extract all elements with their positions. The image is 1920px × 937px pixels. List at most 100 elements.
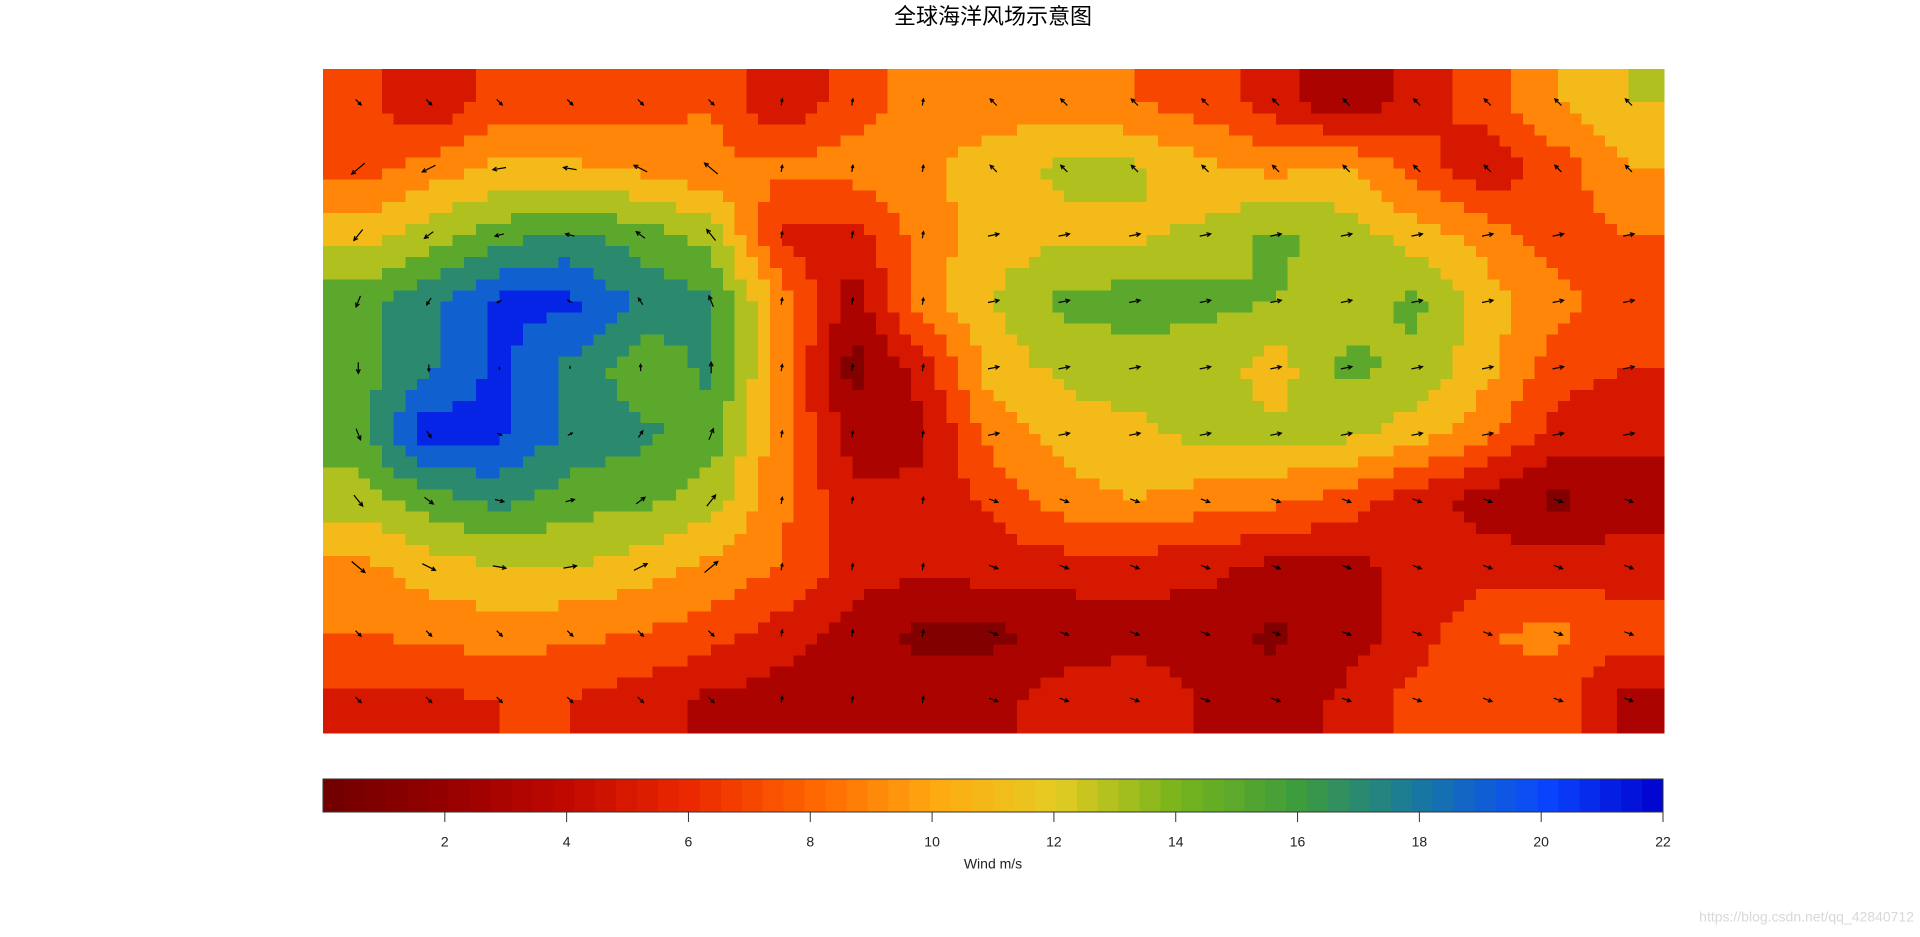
contour-cell bbox=[817, 445, 830, 457]
contour-cell bbox=[934, 489, 948, 502]
contour-cell bbox=[1169, 323, 1183, 336]
contour-cell bbox=[581, 467, 595, 480]
contour-cell bbox=[805, 522, 818, 535]
contour-cell bbox=[393, 80, 406, 92]
contour-cell bbox=[1593, 511, 1606, 524]
contour-cell bbox=[534, 246, 548, 258]
contour-cell bbox=[722, 412, 736, 424]
contour-cell bbox=[1511, 301, 1524, 314]
contour-cell bbox=[758, 467, 771, 480]
contour-cell bbox=[981, 91, 995, 103]
contour-cell bbox=[746, 279, 759, 291]
contour-cell bbox=[734, 257, 748, 269]
contour-cell bbox=[593, 290, 606, 302]
contour-cell bbox=[946, 334, 959, 347]
contour-cell bbox=[570, 212, 583, 225]
contour-cell bbox=[1311, 456, 1324, 468]
contour-cell bbox=[405, 334, 418, 347]
contour-cell bbox=[1381, 168, 1395, 181]
contour-cell bbox=[628, 389, 642, 402]
contour-cell bbox=[1487, 290, 1500, 302]
contour-cell bbox=[452, 80, 465, 92]
contour-cell bbox=[370, 478, 383, 491]
contour-cell bbox=[1652, 301, 1665, 314]
contour-cell bbox=[1240, 389, 1253, 402]
contour-cell bbox=[817, 102, 830, 114]
contour-cell bbox=[993, 456, 1006, 468]
contour-cell bbox=[405, 378, 418, 391]
contour-cell bbox=[499, 511, 512, 524]
contour-cell bbox=[770, 323, 783, 336]
contour-cell bbox=[852, 268, 865, 280]
contour-cell bbox=[1616, 345, 1630, 358]
contour-cell bbox=[1534, 423, 1547, 435]
contour-cell bbox=[1569, 334, 1583, 347]
contour-cell bbox=[628, 201, 642, 214]
contour-cell bbox=[1275, 113, 1289, 125]
contour-cell bbox=[922, 489, 936, 502]
contour-cell bbox=[664, 312, 677, 325]
contour-cell bbox=[1628, 69, 1642, 81]
contour-cell bbox=[487, 113, 501, 125]
contour-cell bbox=[934, 445, 948, 457]
contour-cell bbox=[405, 301, 418, 314]
contour-cell bbox=[1640, 124, 1653, 136]
contour-cell bbox=[1134, 323, 1148, 336]
contour-cell bbox=[770, 146, 783, 159]
contour-cell bbox=[1217, 356, 1230, 369]
contour-cell bbox=[1075, 257, 1089, 269]
contour-cell bbox=[428, 367, 442, 380]
contour-cell bbox=[323, 378, 336, 391]
contour-cell bbox=[393, 201, 406, 214]
contour-cell bbox=[946, 345, 959, 358]
contour-cell bbox=[1605, 113, 1618, 125]
contour-cell bbox=[464, 345, 477, 358]
contour-cell bbox=[1205, 157, 1218, 170]
contour-cell bbox=[570, 102, 583, 114]
contour-cell bbox=[428, 467, 442, 480]
contour-cell bbox=[1217, 312, 1230, 325]
contour-cell bbox=[781, 201, 795, 214]
contour-cell bbox=[828, 511, 842, 524]
contour-cell bbox=[958, 113, 971, 125]
contour-cell bbox=[370, 445, 383, 457]
contour-cell bbox=[1252, 445, 1265, 457]
contour-cell bbox=[828, 124, 842, 136]
contour-cell bbox=[1534, 91, 1547, 103]
contour-cell bbox=[1252, 179, 1265, 192]
contour-cell bbox=[534, 389, 548, 402]
contour-cell bbox=[534, 445, 548, 457]
contour-cell bbox=[581, 367, 595, 380]
contour-cell bbox=[1464, 102, 1477, 114]
contour-cell bbox=[334, 434, 348, 446]
contour-cell bbox=[522, 401, 536, 413]
contour-cell bbox=[758, 279, 771, 291]
contour-cell bbox=[546, 212, 559, 225]
contour-cell bbox=[770, 235, 783, 247]
contour-cell bbox=[346, 312, 359, 325]
contour-cell bbox=[1299, 378, 1312, 391]
contour-cell bbox=[1017, 522, 1030, 535]
contour-cell bbox=[511, 268, 524, 280]
contour-cell bbox=[1087, 257, 1100, 269]
contour-cell bbox=[487, 345, 501, 358]
contour-cell bbox=[581, 223, 595, 236]
contour-cell bbox=[1264, 146, 1277, 159]
contour-cell bbox=[628, 102, 642, 114]
contour-cell bbox=[993, 168, 1006, 181]
contour-cell bbox=[405, 467, 418, 480]
contour-cell bbox=[1287, 235, 1300, 247]
contour-cell bbox=[570, 201, 583, 214]
contour-cell bbox=[534, 190, 548, 203]
contour-cell bbox=[381, 401, 395, 413]
contour-cell bbox=[1499, 135, 1512, 148]
contour-cell bbox=[1475, 146, 1489, 159]
contour-cell bbox=[1122, 345, 1136, 358]
contour-cell bbox=[793, 91, 806, 103]
contour-cell bbox=[758, 378, 771, 391]
contour-cell bbox=[899, 522, 912, 535]
contour-cell bbox=[805, 157, 818, 170]
contour-cell bbox=[675, 246, 689, 258]
contour-cell bbox=[452, 401, 465, 413]
contour-cell bbox=[1028, 235, 1042, 247]
